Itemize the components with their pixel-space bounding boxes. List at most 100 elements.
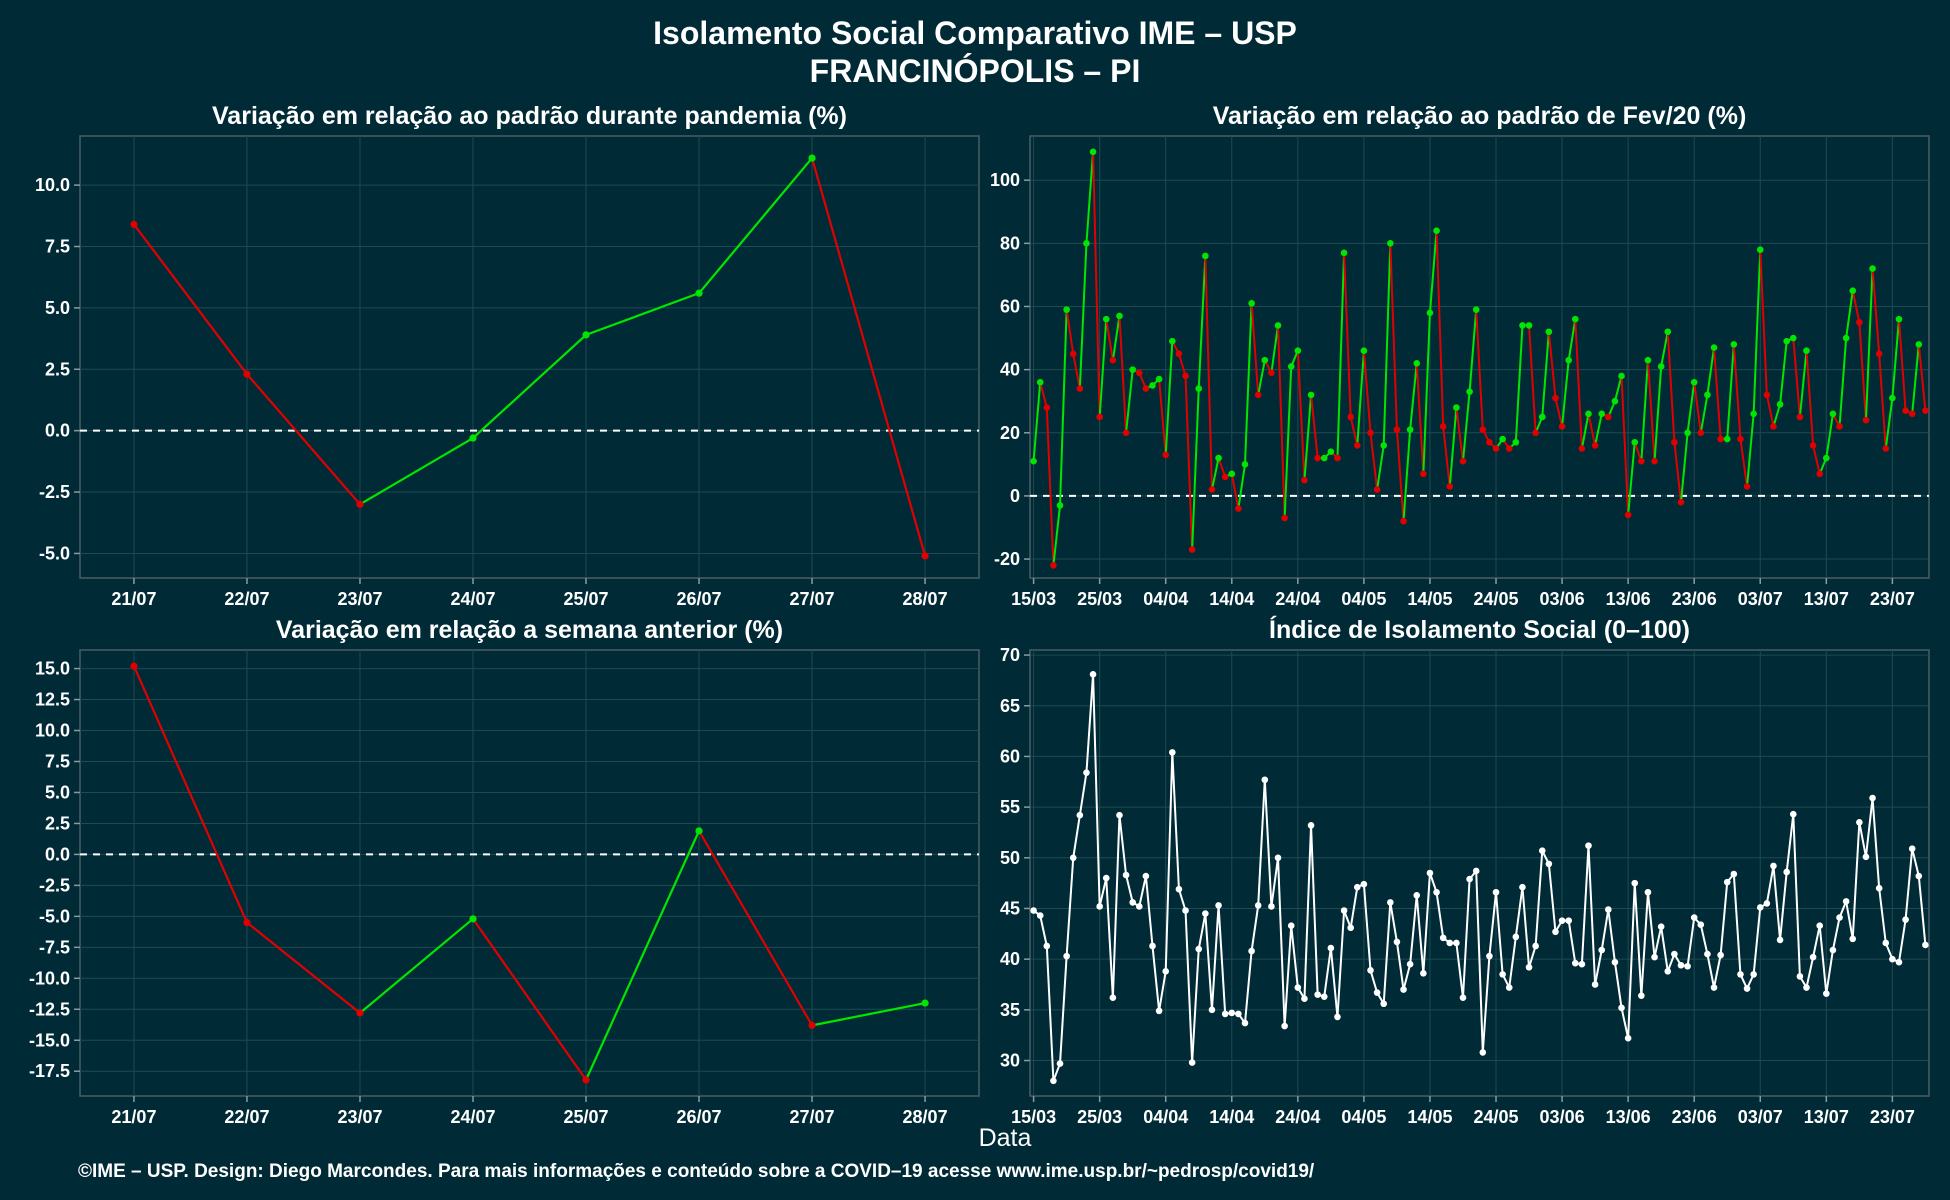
data-point (1373, 989, 1381, 996)
series-segment (1891, 319, 1900, 399)
data-point (1413, 892, 1421, 899)
data-point (1756, 246, 1764, 253)
data-point (1479, 1049, 1487, 1056)
x-tick-label: 03/06 (1540, 589, 1585, 609)
data-point (1307, 822, 1315, 829)
plot-area-border (79, 649, 980, 1097)
data-point (1050, 562, 1057, 569)
series-segment (359, 917, 474, 1014)
data-point (1367, 429, 1374, 437)
data-point (1387, 240, 1394, 247)
data-point (1809, 953, 1817, 961)
x-tick-label: 25/07 (563, 1107, 608, 1127)
x-tick-label: 03/07 (1738, 589, 1783, 609)
data-point (1684, 429, 1691, 437)
data-point (1644, 356, 1652, 364)
data-point (1895, 958, 1903, 966)
series-segment (1171, 752, 1180, 890)
y-tick-label: -20 (994, 549, 1020, 569)
footer-credit: ©IME – USP. Design: Diego Marcondes. Par… (78, 1161, 1315, 1182)
series-segment (1904, 848, 1914, 920)
x-tick-label: 27/07 (790, 589, 835, 609)
data-point (1076, 811, 1084, 819)
data-point (1426, 309, 1434, 317)
x-tick-label: 21/07 (111, 1107, 156, 1127)
data-point (130, 220, 138, 228)
y-tick-label: 100 (990, 170, 1020, 190)
data-point (1268, 369, 1275, 377)
y-tick-label: 40 (1000, 360, 1020, 380)
series-segment (1580, 845, 1590, 965)
data-point (1083, 240, 1090, 247)
data-point (1169, 337, 1176, 345)
data-point (1050, 1077, 1057, 1085)
data-point (1327, 944, 1335, 952)
series-segment (1897, 919, 1907, 963)
data-point (1545, 860, 1553, 868)
data-point (1400, 986, 1407, 993)
panel-2: Variação em relação ao padrão de Fev/20 … (990, 102, 1930, 609)
series-segment (472, 918, 587, 1081)
series-segment (1158, 379, 1167, 455)
series-segment (1719, 882, 1729, 956)
series-segment (132, 665, 248, 923)
data-point (1202, 910, 1209, 917)
data-point (1671, 438, 1678, 446)
y-tick-label: 12.5 (35, 690, 70, 710)
data-point (1129, 366, 1136, 373)
data-point (1486, 952, 1493, 960)
series-segment (1177, 888, 1187, 911)
data-point (1492, 888, 1500, 896)
data-point (1743, 483, 1751, 490)
series-segment (1779, 341, 1788, 405)
data-point (1459, 994, 1467, 1001)
series-segment (1059, 309, 1068, 506)
series-segment (1065, 857, 1075, 957)
y-tick-label: 35 (1000, 1000, 1020, 1020)
data-point (1770, 862, 1777, 870)
y-tick-label: 55 (1000, 797, 1020, 817)
series-segment (1428, 230, 1438, 313)
series-segment (1310, 825, 1319, 995)
series-segment (1422, 872, 1431, 974)
data-point (1578, 960, 1586, 968)
data-point (1195, 945, 1203, 953)
data-point (1717, 951, 1724, 959)
series-segment (1158, 971, 1167, 1012)
data-point (1202, 252, 1209, 260)
series-segment (1442, 426, 1451, 487)
series-segment (1475, 870, 1484, 1053)
series-segment (1825, 949, 1834, 994)
series-segment (1587, 845, 1597, 985)
series-segment (1613, 375, 1623, 402)
x-tick-label: 28/07 (903, 1107, 948, 1127)
series-segment (1878, 353, 1887, 449)
chart-panels: Variação em relação ao padrão durante pa… (29, 102, 1930, 1127)
data-point (1585, 842, 1592, 849)
series-segment (1111, 315, 1121, 361)
data-point (1446, 483, 1454, 490)
panel-title: Variação em relação ao padrão de Fev/20 … (1213, 102, 1747, 130)
data-point (1301, 476, 1308, 484)
y-tick-label: 0.0 (45, 421, 70, 441)
series-segment (1587, 413, 1597, 446)
data-point (1281, 1022, 1288, 1030)
data-point (1519, 322, 1526, 329)
panel-title: Variação em relação ao padrão durante pa… (212, 102, 847, 130)
series-segment (1713, 954, 1722, 988)
data-point (1360, 347, 1368, 354)
series-segment (1567, 318, 1577, 361)
series-segment (1726, 344, 1735, 440)
series-segment (1263, 779, 1273, 907)
data-point (130, 662, 138, 670)
series-segment (1911, 848, 1920, 877)
data-point (1664, 968, 1672, 975)
series-segment (1191, 388, 1200, 550)
series-segment (1059, 956, 1068, 1064)
series-segment (1164, 752, 1174, 972)
data-point (1459, 457, 1467, 465)
series-segment (1646, 360, 1656, 462)
data-point (1393, 426, 1401, 433)
data-point (1717, 435, 1724, 443)
y-tick-label: 60 (1000, 746, 1020, 766)
